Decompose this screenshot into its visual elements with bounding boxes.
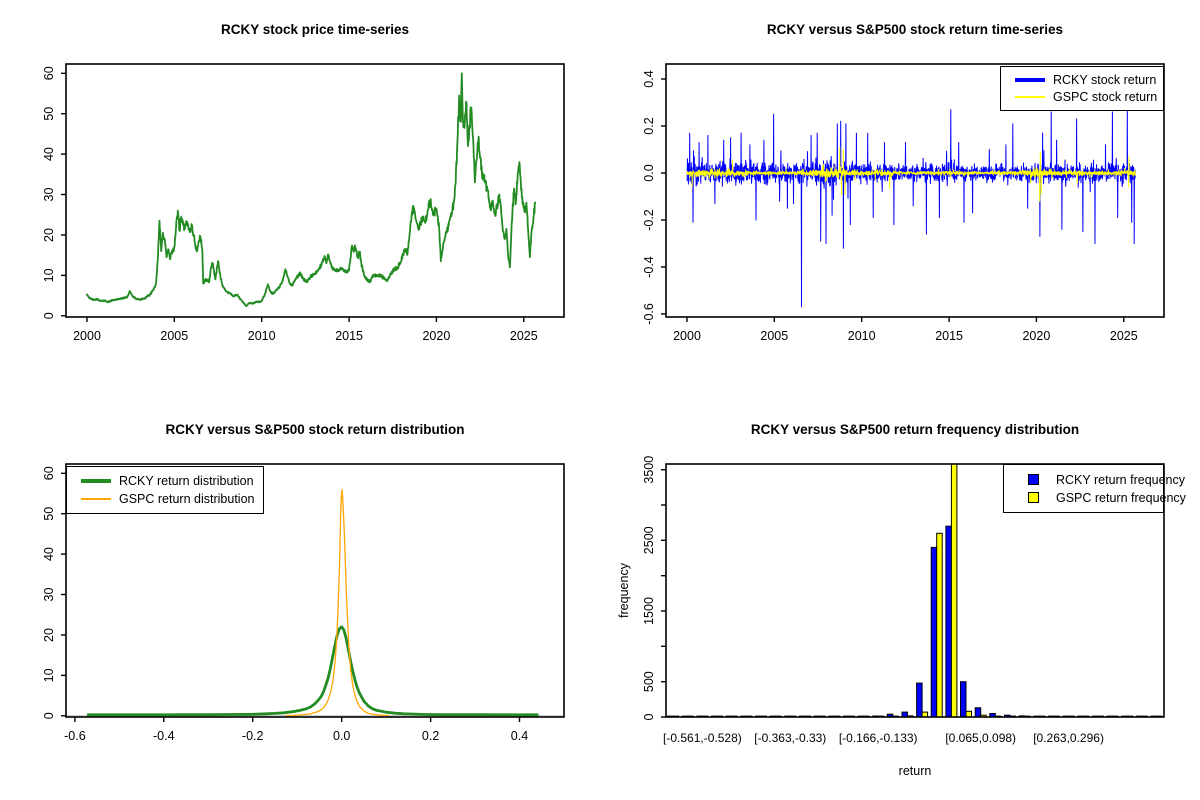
svg-text:-0.6: -0.6 <box>64 729 86 743</box>
gspc-return-line-swatch <box>1013 96 1047 99</box>
legend-item-rcky-density: RCKY return distribution <box>79 472 263 490</box>
svg-text:3500: 3500 <box>642 456 656 484</box>
svg-text:0: 0 <box>42 312 56 319</box>
svg-text:frequency: frequency <box>617 562 631 618</box>
svg-text:30: 30 <box>42 188 56 202</box>
svg-text:0.4: 0.4 <box>511 729 528 743</box>
svg-text:2020: 2020 <box>422 329 450 343</box>
svg-text:2015: 2015 <box>935 329 963 343</box>
svg-text:0.2: 0.2 <box>422 729 439 743</box>
svg-text:2025: 2025 <box>1110 329 1138 343</box>
svg-text:0: 0 <box>642 713 656 720</box>
svg-text:-0.6: -0.6 <box>642 303 656 325</box>
legend-label: GSPC return frequency <box>1056 490 1186 505</box>
legend-item-rcky-frequency: RCKY return frequency <box>1016 471 1185 489</box>
svg-text:[0.065,0.098): [0.065,0.098) <box>945 731 1016 745</box>
returns-legend: RCKY stock return GSPC stock return <box>1000 66 1164 111</box>
legend-item-gspc-return: GSPC stock return <box>1013 89 1163 107</box>
price-chart-canvas: 2000 2005 2010 2015 2020 2025 0 10 20 30 40 50 60 <box>42 63 565 343</box>
svg-text:2025: 2025 <box>510 329 538 343</box>
legend-item-gspc-density: GSPC return distribution <box>79 490 263 508</box>
svg-text:[-0.363,-0.33): [-0.363,-0.33) <box>754 731 826 745</box>
svg-text:40: 40 <box>42 147 56 161</box>
svg-text:[-0.561,-0.528): [-0.561,-0.528) <box>663 731 742 745</box>
svg-text:20: 20 <box>42 628 56 642</box>
gspc-frequency-box-swatch <box>1016 492 1050 503</box>
svg-text:-0.2: -0.2 <box>642 209 656 231</box>
svg-text:[0.263,0.296): [0.263,0.296) <box>1033 731 1104 745</box>
svg-text:0.0: 0.0 <box>333 729 350 743</box>
rcky-frequency-box-swatch <box>1016 474 1050 485</box>
svg-text:2005: 2005 <box>160 329 188 343</box>
svg-text:-0.4: -0.4 <box>642 256 656 278</box>
price-chart-title: RCKY stock price time-series <box>220 22 410 37</box>
svg-text:-0.2: -0.2 <box>242 729 264 743</box>
svg-text:0: 0 <box>42 712 56 719</box>
svg-text:10: 10 <box>42 268 56 282</box>
legend-item-gspc-frequency: GSPC return frequency <box>1016 489 1186 507</box>
svg-text:-0.4: -0.4 <box>153 729 175 743</box>
svg-text:2015: 2015 <box>335 329 363 343</box>
svg-text:2000: 2000 <box>673 329 701 343</box>
returns-chart-canvas: 2000 2005 2010 2015 2020 2025 -0.6 -0.4 -0.2 0.0 0… <box>642 63 1165 343</box>
returns-chart-title: RCKY versus S&P500 stock return time-ser… <box>766 22 1064 37</box>
svg-text:60: 60 <box>42 466 56 480</box>
svg-text:2010: 2010 <box>848 329 876 343</box>
legend-label: GSPC return distribution <box>119 492 255 506</box>
rcky-density-line-swatch <box>79 479 113 483</box>
density-legend: RCKY return distribution GSPC return dis… <box>66 466 264 514</box>
svg-text:50: 50 <box>42 507 56 521</box>
svg-text:40: 40 <box>42 547 56 561</box>
gspc-density-line-swatch <box>79 498 113 500</box>
svg-text:50: 50 <box>42 107 56 121</box>
svg-text:return: return <box>899 764 932 778</box>
rcky-return-line-swatch <box>1013 77 1047 82</box>
density-chart-canvas: -0.6 -0.4 -0.2 0.0 0.2 0.4 0 10 20 30 40 50 60 <box>42 463 565 743</box>
svg-text:30: 30 <box>42 588 56 602</box>
svg-text:0.2: 0.2 <box>642 117 656 134</box>
svg-text:2010: 2010 <box>248 329 276 343</box>
svg-text:1500: 1500 <box>642 597 656 625</box>
svg-text:2000: 2000 <box>73 329 101 343</box>
legend-label: GSPC stock return <box>1053 90 1158 105</box>
svg-text:2500: 2500 <box>642 526 656 554</box>
svg-text:60: 60 <box>42 66 56 80</box>
legend-label: RCKY stock return <box>1053 72 1157 87</box>
density-chart-title: RCKY versus S&P500 stock return distribu… <box>165 422 465 437</box>
svg-text:0.4: 0.4 <box>642 70 656 87</box>
histogram-chart-canvas: [-0.561,-0.528) [-0.363,-0.33) [-0.166,-0.… <box>617 456 1165 778</box>
legend-label: RCKY return distribution <box>119 474 254 488</box>
svg-text:500: 500 <box>642 671 656 692</box>
svg-text:[-0.166,-0.133): [-0.166,-0.133) <box>839 731 918 745</box>
svg-text:20: 20 <box>42 228 56 242</box>
legend-label: RCKY return frequency <box>1056 472 1185 487</box>
svg-text:2005: 2005 <box>760 329 788 343</box>
legend-item-rcky-return: RCKY stock return <box>1013 71 1163 89</box>
histogram-legend: RCKY return frequency GSPC return freque… <box>1003 464 1186 513</box>
histogram-chart-title: RCKY versus S&P500 return frequency dist… <box>750 422 1080 437</box>
svg-text:10: 10 <box>42 668 56 682</box>
svg-text:2020: 2020 <box>1022 329 1050 343</box>
svg-text:0.0: 0.0 <box>642 164 656 181</box>
